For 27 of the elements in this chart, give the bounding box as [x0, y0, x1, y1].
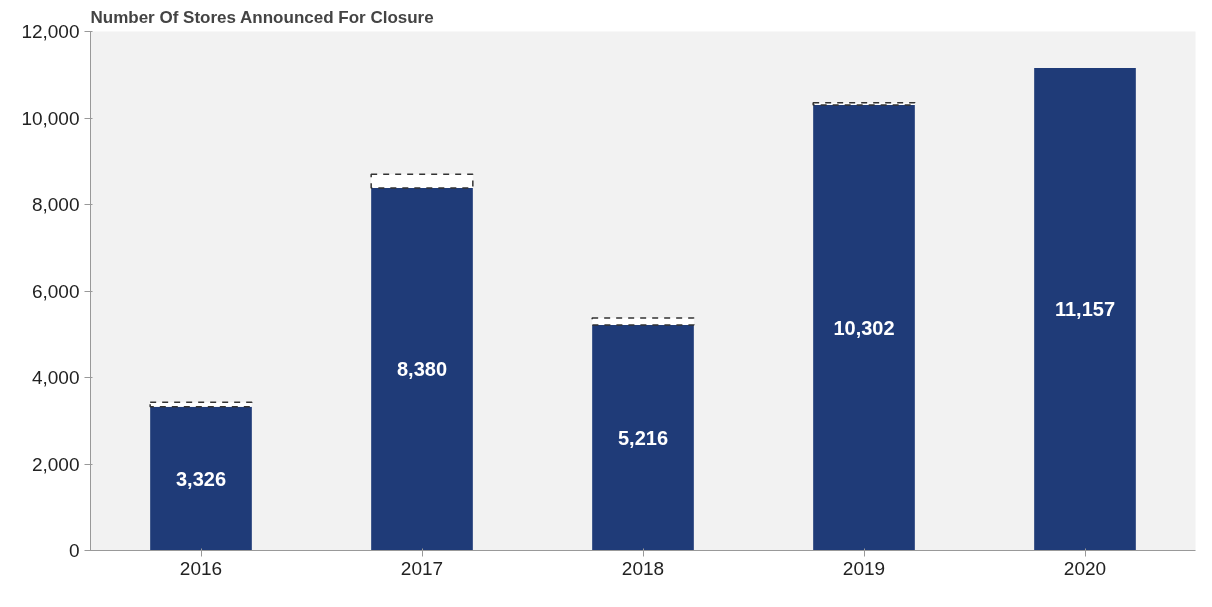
- bar: [591, 317, 695, 326]
- data-label: 11,157: [1054, 298, 1116, 321]
- x-tick-label: 2020: [1063, 557, 1107, 579]
- data-label: 8,380: [396, 358, 448, 381]
- bar: [812, 102, 916, 106]
- bar: [150, 406, 252, 551]
- y-tick-label: 0: [68, 540, 80, 561]
- bar: [371, 188, 473, 551]
- x-tick-label: 2016: [179, 557, 223, 579]
- bar: [1034, 67, 1136, 551]
- bar: [149, 401, 253, 408]
- x-tick-label: 2019: [842, 557, 886, 579]
- data-label: 10,302: [833, 316, 895, 339]
- data-label: 5,216: [617, 426, 669, 449]
- y-tick-label: 4,000: [31, 367, 80, 388]
- y-tick-label: 2,000: [31, 453, 80, 475]
- bar: [592, 324, 694, 551]
- chart-title: Number Of Stores Announced For Closure: [90, 7, 434, 27]
- bar: [370, 173, 474, 189]
- y-tick-label: 10,000: [21, 107, 80, 129]
- x-tick-label: 2018: [621, 557, 665, 579]
- bar: [813, 104, 915, 551]
- y-tick-label: 8,000: [31, 194, 80, 215]
- y-tick-label: 12,000: [21, 21, 80, 42]
- data-label: 3,326: [175, 467, 227, 490]
- y-tick-label: 6,000: [31, 280, 80, 302]
- x-tick-label: 2017: [400, 557, 444, 579]
